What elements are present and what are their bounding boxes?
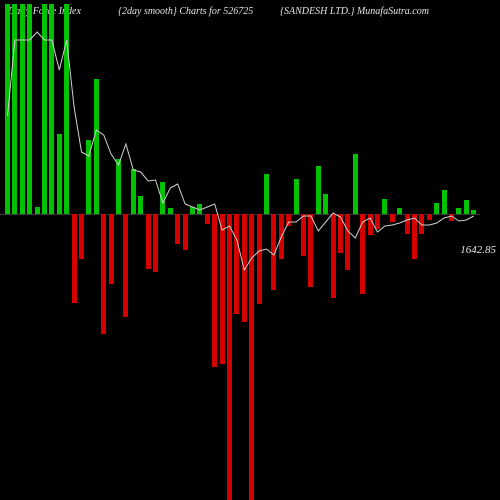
bar-negative [427, 214, 432, 220]
bar-negative [360, 214, 365, 294]
bar-negative [390, 214, 395, 222]
bar-positive [94, 79, 99, 214]
bar-negative [301, 214, 306, 256]
bar-positive [49, 4, 54, 214]
bar-negative [205, 214, 210, 224]
bar-positive [456, 208, 461, 214]
price-label: 1642.85 [460, 244, 496, 256]
bar-negative [79, 214, 84, 259]
bar-positive [138, 196, 143, 214]
bar-negative [123, 214, 128, 317]
bar-positive [294, 179, 299, 214]
bar-negative [101, 214, 106, 334]
bar-negative [183, 214, 188, 250]
bar-negative [109, 214, 114, 284]
bar-positive [353, 154, 358, 214]
bar-negative [257, 214, 262, 304]
bar-positive [116, 159, 121, 214]
bar-negative [227, 214, 232, 500]
bar-negative [345, 214, 350, 270]
bar-negative [449, 214, 454, 221]
bar-negative [338, 214, 343, 253]
bar-positive [316, 166, 321, 214]
bar-positive [397, 208, 402, 214]
bar-positive [27, 4, 32, 214]
bar-positive [64, 4, 69, 214]
bar-positive [57, 134, 62, 214]
bar-negative [242, 214, 247, 322]
force-index-chart [0, 0, 480, 500]
bar-negative [153, 214, 158, 272]
bar-positive [35, 207, 40, 214]
bar-negative [175, 214, 180, 244]
bar-negative [146, 214, 151, 269]
bar-negative [234, 214, 239, 314]
bar-negative [375, 214, 380, 229]
bar-positive [434, 203, 439, 214]
bar-negative [249, 214, 254, 500]
bar-negative [220, 214, 225, 364]
bar-negative [279, 214, 284, 259]
bar-negative [308, 214, 313, 287]
bar-positive [160, 182, 165, 214]
bar-negative [368, 214, 373, 235]
bar-negative [412, 214, 417, 259]
bar-negative [271, 214, 276, 290]
bar-negative [72, 214, 77, 303]
bar-positive [471, 210, 476, 214]
bar-positive [131, 169, 136, 214]
bar-positive [86, 140, 91, 214]
bar-negative [331, 214, 336, 298]
price-value: 1642.85 [460, 244, 496, 256]
bar-positive [464, 200, 469, 214]
bar-positive [168, 208, 173, 214]
bar-negative [212, 214, 217, 367]
bar-positive [190, 207, 195, 214]
bar-positive [12, 4, 17, 214]
bar-positive [197, 204, 202, 214]
bar-negative [419, 214, 424, 234]
bar-negative [286, 214, 291, 226]
bar-positive [5, 4, 10, 214]
bar-positive [323, 194, 328, 214]
bar-positive [42, 4, 47, 214]
bar-positive [442, 190, 447, 214]
bar-positive [264, 174, 269, 214]
bar-positive [20, 4, 25, 214]
bar-positive [382, 199, 387, 214]
bar-negative [405, 214, 410, 234]
